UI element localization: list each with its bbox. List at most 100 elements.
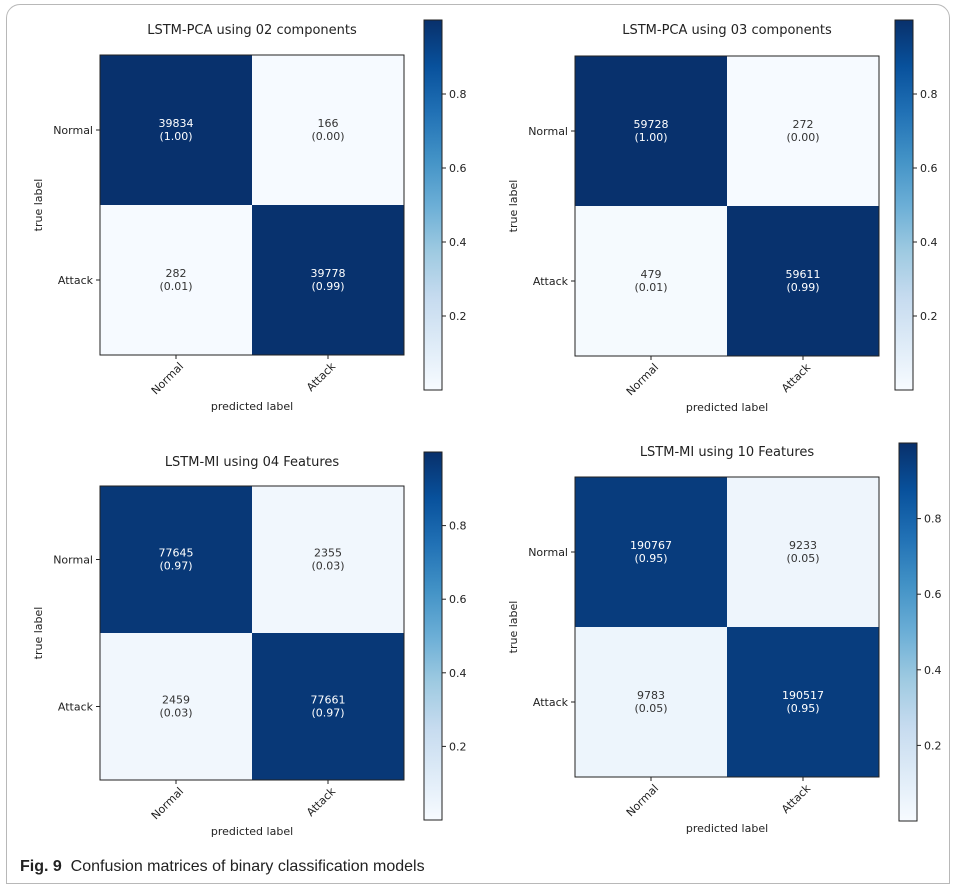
matrix-cell (575, 56, 727, 206)
cell-count-label: 59728 (634, 118, 669, 131)
cell-fraction-label: (1.00) (634, 131, 667, 144)
matrix-cell (727, 56, 879, 206)
confusion-matrix-panel-3: LSTM-MI using 04 Features77645(0.97)2355… (32, 451, 467, 838)
cell-fraction-label: (0.01) (634, 281, 667, 294)
x-tick-label: Normal (624, 361, 661, 398)
x-axis-label: predicted label (686, 401, 768, 414)
matrix-cell (100, 205, 252, 355)
colorbar (894, 19, 914, 391)
colorbar-tick-label: 0.6 (920, 162, 938, 175)
y-tick-label: Normal (53, 124, 93, 137)
matrix-cell (100, 486, 252, 633)
colorbar-tick-label: 0.4 (924, 664, 942, 677)
y-tick-label: Attack (533, 696, 569, 709)
cell-count-label: 479 (641, 268, 662, 281)
x-axis-label: predicted label (686, 822, 768, 835)
cell-fraction-label: (0.01) (159, 280, 192, 293)
cell-fraction-label: (0.00) (311, 130, 344, 143)
y-axis-label: true label (32, 607, 45, 660)
matrix-border (574, 55, 880, 357)
matrix-border (99, 54, 405, 356)
cell-fraction-label: (0.03) (311, 560, 344, 573)
x-tick-label: Normal (149, 360, 186, 397)
panel-title: LSTM-PCA using 03 components (622, 23, 832, 38)
cell-fraction-label: (0.95) (634, 552, 667, 565)
colorbar-tick-label: 0.2 (449, 310, 467, 323)
y-tick-label: Normal (528, 546, 568, 559)
colorbar (423, 451, 443, 821)
cell-fraction-label: (1.00) (159, 130, 192, 143)
matrix-cell (727, 206, 879, 356)
cell-fraction-label: (0.05) (786, 552, 819, 565)
colorbar-tick-label: 0.8 (449, 520, 467, 533)
matrix-cell (252, 486, 404, 633)
colorbar-tick-label: 0.2 (449, 740, 467, 753)
y-tick-label: Normal (528, 125, 568, 138)
matrix-cell (575, 477, 727, 627)
colorbar-tick-label: 0.2 (920, 310, 938, 323)
caption-text: Confusion matrices of binary classificat… (70, 858, 425, 875)
x-tick-label: Normal (624, 782, 661, 819)
cell-count-label: 77645 (159, 547, 194, 560)
colorbar-tick-label: 0.2 (924, 739, 942, 752)
caption-label: Fig. 9 (20, 858, 62, 875)
cell-count-label: 39778 (311, 267, 346, 280)
matrix-cell (100, 633, 252, 780)
cell-count-label: 9233 (789, 539, 817, 552)
colorbar-tick-label: 0.8 (920, 88, 938, 101)
cell-fraction-label: (0.97) (311, 707, 344, 720)
matrix-cell (100, 55, 252, 205)
cell-fraction-label: (0.99) (311, 280, 344, 293)
x-tick-label: Attack (779, 781, 813, 815)
matrix-cell (252, 633, 404, 780)
y-axis-label: true label (507, 601, 520, 654)
matrix-cell (727, 477, 879, 627)
cell-count-label: 282 (166, 267, 187, 280)
matrix-cell (575, 627, 727, 777)
y-tick-label: Normal (53, 554, 93, 567)
matrix-border (99, 485, 405, 781)
confusion-matrix-panel-1: LSTM-PCA using 02 components 39834(1.00) 1… (32, 19, 467, 413)
cell-count-label: 190517 (782, 689, 824, 702)
colorbar-tick-label: 0.4 (449, 667, 467, 680)
colorbar (423, 19, 443, 391)
cell-count-label: 2355 (314, 547, 342, 560)
y-tick-label: Attack (533, 275, 569, 288)
matrix-border (574, 476, 880, 778)
cell-fraction-label: (0.97) (159, 560, 192, 573)
colorbar-tick-label: 0.4 (449, 236, 467, 249)
panel-title: LSTM-MI using 04 Features (165, 455, 340, 470)
cell-count-label: 59611 (786, 268, 821, 281)
matrix-cell (575, 206, 727, 356)
colorbar-tick-label: 0.6 (449, 162, 467, 175)
x-tick-label: Attack (304, 784, 338, 818)
cell-fraction-label: (0.99) (786, 281, 819, 294)
cell-fraction-label: (0.00) (786, 131, 819, 144)
colorbar-tick-label: 0.6 (449, 593, 467, 606)
cell-count-label: 166 (318, 117, 339, 130)
cell-count-label: 9783 (637, 689, 665, 702)
confusion-matrix-panel-2: LSTM-PCA using 03 components 59728(1.00) 2… (507, 19, 938, 414)
x-axis-label: predicted label (211, 825, 293, 838)
cell-count-label: 2459 (162, 694, 190, 707)
figure-caption: Fig. 9 Confusion matrices of binary clas… (20, 858, 425, 876)
matrix-cell (727, 627, 879, 777)
cell-count-label: 272 (793, 118, 814, 131)
cell-count-label: 77661 (311, 694, 346, 707)
colorbar-tick-label: 0.8 (924, 513, 942, 526)
matrix-cell (252, 205, 404, 355)
colorbar (898, 442, 918, 822)
confusion-matrix-panel-4: LSTM-MI using 10 Features190767(0.95)923… (507, 442, 942, 835)
cell-fraction-label: (0.95) (786, 702, 819, 715)
colorbar-tick-label: 0.8 (449, 88, 467, 101)
colorbar-tick-label: 0.6 (924, 588, 942, 601)
cell-count-label: 39834 (159, 117, 194, 130)
cell-fraction-label: (0.05) (634, 702, 667, 715)
matrix-cell (252, 55, 404, 205)
panel-title: LSTM-MI using 10 Features (640, 445, 815, 460)
panel-title: LSTM-PCA using 02 components (147, 23, 357, 38)
figure-frame (6, 4, 950, 884)
colorbar-tick-label: 0.4 (920, 236, 938, 249)
y-axis-label: true label (32, 179, 45, 232)
